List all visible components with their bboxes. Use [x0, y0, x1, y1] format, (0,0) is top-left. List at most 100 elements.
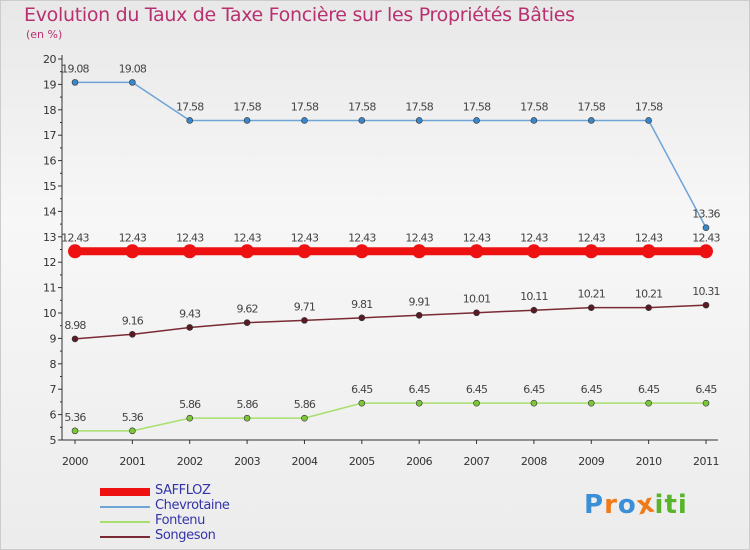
legend-swatch [100, 536, 150, 538]
data-point [129, 79, 136, 86]
data-point [125, 244, 140, 259]
data-label: 10.21 [635, 288, 663, 301]
data-label: 5.86 [179, 398, 201, 411]
y-tick-label: 12 [43, 256, 56, 269]
x-tick-label: 2005 [349, 455, 375, 468]
data-label: 12.43 [578, 231, 606, 244]
logo-letter: i [654, 490, 665, 520]
data-label: 12.43 [520, 231, 548, 244]
data-label: 13.36 [692, 208, 720, 221]
y-tick-label: 13 [43, 231, 56, 244]
data-point [530, 117, 538, 124]
data-point [243, 117, 251, 124]
data-label: 17.58 [520, 100, 548, 113]
data-point [530, 306, 538, 314]
x-tick-label: 2002 [177, 455, 203, 468]
data-label: 9.62 [236, 303, 257, 316]
data-point [71, 335, 79, 343]
data-label: 12.43 [348, 231, 376, 244]
logo-letter: r [604, 490, 618, 520]
data-point [186, 117, 194, 124]
data-point [526, 244, 541, 259]
data-label: 12.43 [119, 231, 147, 244]
data-label: 12.43 [233, 231, 261, 244]
data-point [182, 244, 197, 259]
proxiti-logo: Proxiti [584, 488, 688, 521]
data-label: 10.31 [692, 285, 720, 298]
data-point [415, 311, 423, 319]
y-tick-label: 15 [43, 180, 56, 193]
data-point [473, 399, 480, 407]
data-point [301, 117, 308, 124]
data-point [358, 314, 366, 322]
x-tick-label: 2001 [119, 455, 145, 468]
data-label: 12.43 [405, 231, 433, 244]
data-point [186, 414, 194, 422]
data-point [641, 244, 656, 259]
logo-letter: t [664, 490, 678, 520]
data-label: 9.81 [351, 298, 372, 311]
data-label: 6.45 [695, 383, 717, 396]
x-tick-label: 2006 [406, 455, 432, 468]
logo-letter: o [617, 490, 637, 520]
x-tick-label: 2007 [464, 455, 490, 468]
data-point [71, 427, 79, 435]
data-point [243, 319, 251, 326]
data-point [354, 244, 369, 259]
data-point [297, 244, 312, 259]
y-tick-label: 7 [50, 383, 57, 396]
data-point [129, 331, 136, 338]
data-point [68, 244, 82, 259]
data-label: 12.43 [692, 231, 720, 244]
legend-swatch [100, 521, 150, 523]
data-label: 10.01 [463, 293, 491, 306]
data-point [473, 117, 480, 124]
y-tick-label: 8 [50, 358, 57, 371]
data-label: 17.58 [405, 100, 433, 113]
data-point [473, 309, 480, 317]
data-label: 10.11 [520, 290, 548, 303]
data-label: 5.86 [236, 398, 258, 411]
data-label: 12.43 [291, 231, 319, 244]
data-point [699, 244, 713, 259]
data-point [530, 399, 538, 407]
data-point [186, 324, 194, 331]
data-label: 10.21 [578, 288, 606, 301]
data-point [129, 427, 136, 435]
y-tick-label: 16 [43, 155, 56, 168]
data-label: 17.58 [635, 100, 663, 113]
data-label: 5.36 [64, 411, 86, 424]
data-point [645, 117, 652, 124]
data-point [240, 244, 255, 259]
x-tick-label: 2009 [578, 455, 604, 468]
data-point [243, 414, 251, 422]
data-label: 19.08 [61, 62, 89, 75]
data-label: 6.45 [638, 383, 660, 396]
legend-swatch [100, 488, 150, 496]
logo-letter: i [677, 490, 688, 520]
chart-subtitle: (en %) [26, 28, 63, 41]
data-label: 6.45 [523, 383, 545, 396]
x-tick-label: 2008 [521, 455, 547, 468]
data-label: 5.86 [294, 398, 316, 411]
data-label: 9.16 [122, 314, 144, 327]
data-point [415, 117, 423, 124]
data-point [584, 244, 599, 259]
series-line-chevrotaine [75, 81, 707, 229]
data-point [645, 399, 652, 407]
data-point [645, 304, 652, 311]
legend-label: Songeson [155, 528, 216, 543]
y-tick-label: 9 [50, 332, 57, 345]
x-tick-label: 2003 [234, 455, 260, 468]
data-label: 12.43 [61, 231, 89, 244]
data-label: 9.71 [294, 300, 315, 313]
data-point [412, 244, 427, 259]
data-point [702, 224, 710, 231]
y-tick-label: 6 [50, 409, 57, 422]
data-label: 17.58 [291, 100, 319, 113]
data-label: 17.58 [463, 100, 491, 113]
data-label: 6.45 [466, 383, 488, 396]
y-tick-label: 14 [43, 205, 56, 218]
